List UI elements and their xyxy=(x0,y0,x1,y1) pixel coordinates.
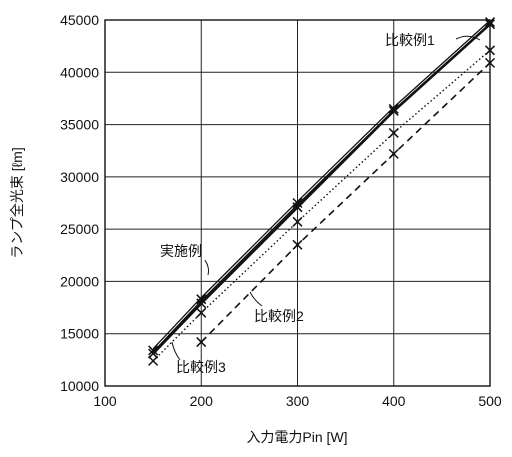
series-line xyxy=(153,24,490,353)
annotation-leader-comparative-3 xyxy=(172,342,180,360)
y-tick-label: 30000 xyxy=(60,169,99,185)
y-tick-label: 20000 xyxy=(60,273,99,289)
data-point-marker xyxy=(149,356,158,365)
annotation-leader-comparative-2 xyxy=(250,292,262,306)
y-tick-label: 10000 xyxy=(60,378,99,394)
series-group xyxy=(149,18,495,366)
annotation-label-comparative-1: 比較例1 xyxy=(385,32,435,48)
series-line xyxy=(201,63,490,342)
y-tick-label: 45000 xyxy=(60,12,99,28)
annotation-label-example: 実施例 xyxy=(160,243,202,259)
y-axis-label: ランプ全光束 [ℓm] xyxy=(9,147,25,258)
x-tick-label: 500 xyxy=(478,393,502,409)
x-axis-label: 入力電力Pin [W] xyxy=(246,429,347,445)
annotation-label-comparative-3: 比較例3 xyxy=(176,359,226,375)
x-tick-label: 200 xyxy=(190,393,214,409)
y-tick-label: 25000 xyxy=(60,221,99,237)
x-tick-label: 100 xyxy=(93,393,117,409)
annotation-comparative-2: 比較例2 xyxy=(250,292,304,324)
x-tick-label: 300 xyxy=(286,393,310,409)
annotation-leader-example xyxy=(205,260,209,275)
x-tick-label: 400 xyxy=(382,393,406,409)
y-tick-label: 15000 xyxy=(60,326,99,342)
y-tick-label: 40000 xyxy=(60,64,99,80)
annotation-comparative-3: 比較例3 xyxy=(172,342,226,375)
y-tick-label: 35000 xyxy=(60,117,99,133)
annotation-label-comparative-2: 比較例2 xyxy=(254,308,304,324)
